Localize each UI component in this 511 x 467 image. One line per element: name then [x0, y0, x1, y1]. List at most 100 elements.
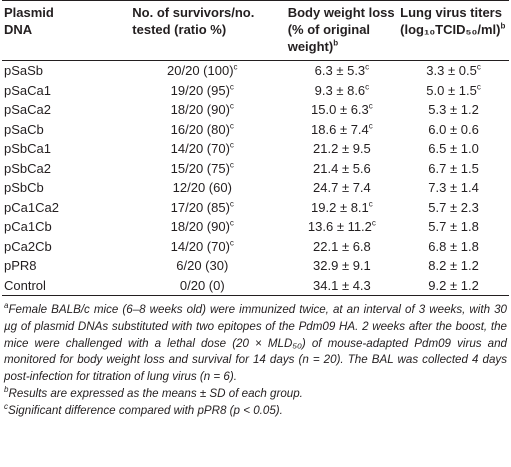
cell-text: 6/20 (30)	[176, 258, 229, 273]
table-row: pSaCb 16/20 (80)c 18.6 ± 7.4 c 6.0 ± 0.6	[2, 120, 509, 140]
table-cell: Control	[2, 276, 119, 296]
footnote-mark: a	[4, 301, 9, 311]
cell-text: pCa1Cb	[4, 219, 52, 234]
table-cell: 7.3 ± 1.4	[398, 178, 509, 198]
table-cell: 6.0 ± 0.6	[398, 120, 509, 140]
table-cell: pCa2Cb	[2, 237, 119, 257]
cell-text: 0/20 (0)	[179, 277, 225, 293]
cell-text: 6.0 ± 0.6	[428, 121, 479, 137]
cell-text: 19.2 ± 8.1	[311, 199, 369, 215]
superscript: c	[229, 101, 234, 111]
table-cell: 16/20 (80)c	[119, 120, 286, 140]
superscript: c	[368, 199, 373, 209]
superscript: c	[365, 62, 370, 72]
table-cell: 5.7 ± 2.3	[398, 198, 509, 218]
table-cell: 15/20 (75)c	[119, 159, 286, 179]
cell-text: pSaCa1	[4, 82, 51, 98]
footnote: bResults are expressed as the means ± SD…	[4, 386, 507, 403]
footnote: cSignificant difference compared with pP…	[4, 402, 507, 420]
cell-text: 15/20 (75)	[170, 160, 230, 176]
table-cell: 24.7 ± 7.4	[286, 178, 398, 198]
table-cell: 6.8 ± 1.8	[398, 237, 509, 257]
table-cell: 17/20 (85)c	[119, 198, 286, 218]
table-cell: 0/20 (0)	[119, 276, 286, 296]
cell-text: 17/20 (85)	[170, 199, 230, 215]
superscript: c	[229, 238, 234, 248]
cell-text: 9.3 ± 8.6	[314, 82, 366, 98]
header-text: Plasmid DNA	[4, 5, 54, 37]
cell-text: pSaCb	[4, 121, 44, 137]
cell-text: 5.3 ± 1.2	[428, 102, 479, 117]
superscript: b	[500, 21, 506, 31]
table-cell: 5.0 ± 1.5c	[398, 81, 509, 101]
table-cell: 18/20 (90)c	[119, 217, 286, 237]
table-cell: pCa1Cb	[2, 217, 119, 237]
footnote-text: Results are expressed as the means ± SD …	[8, 386, 303, 400]
cell-text: 5.7 ± 2.3	[428, 199, 479, 215]
table-cell: 32.9 ± 9.1	[286, 256, 398, 276]
header-wrap: Plasmid DNA	[4, 4, 64, 38]
table-row: pSaCa1 19/20 (95)c 9.3 ± 8.6c 5.0 ± 1.5c	[2, 81, 509, 101]
cell-text: 14/20 (70)	[170, 238, 230, 254]
table-cell: 9.3 ± 8.6c	[286, 81, 398, 101]
superscript: c	[229, 199, 234, 209]
cell-text: 6.3 ± 5.3	[314, 63, 366, 78]
table-cell: 6.5 ± 1.0	[398, 139, 509, 159]
table-cell: 5.3 ± 1.2	[398, 100, 509, 120]
cell-text: 21.4 ± 5.6	[313, 160, 371, 176]
table-cell: pSbCa2	[2, 159, 119, 179]
cell-text: 22.1 ± 6.8	[313, 238, 371, 254]
table-cell: 19.2 ± 8.1c	[286, 198, 398, 218]
column-header: Plasmid DNA	[2, 1, 119, 61]
table-row: pSaSb 20/20 (100)c 6.3 ± 5.3c 3.3 ± 0.5c	[2, 61, 509, 81]
superscript: c	[229, 160, 234, 170]
table-cell: 14/20 (70)c	[119, 237, 286, 257]
cell-text: 34.1 ± 4.3	[313, 277, 371, 293]
header-text: Lung virus titers (log₁₀TCID₅₀/ml)	[400, 5, 502, 37]
cell-text: 18.6 ± 7.4	[311, 121, 369, 137]
cell-text: pSbCb	[4, 180, 44, 195]
footnotes: aFemale BALB/c mice (6–8 weeks old) were…	[0, 296, 511, 420]
table-cell: 5.7 ± 1.8	[398, 217, 509, 237]
table-cell: pSaCa1	[2, 81, 119, 101]
cell-text: 3.3 ± 0.5	[426, 63, 477, 78]
table-cell: pCa1Ca2	[2, 198, 119, 218]
cell-text: pSbCa1	[4, 141, 51, 156]
cell-text: 24.7 ± 7.4	[313, 180, 371, 195]
cell-text: pSaCa2	[4, 102, 51, 117]
superscript: c	[476, 82, 481, 92]
table-body: pSaSb 20/20 (100)c 6.3 ± 5.3c 3.3 ± 0.5c pSa…	[2, 61, 509, 296]
table-cell: pSaCa2	[2, 100, 119, 120]
cell-text: pPR8	[4, 258, 37, 273]
cell-text: 13.6 ± 11.2	[307, 219, 372, 234]
table-row: Control 0/20 (0) 34.1 ± 4.3 9.2 ± 1.2	[2, 276, 509, 296]
superscript: c	[233, 62, 238, 72]
column-header: Body weight loss (% of original weight)b	[286, 1, 398, 61]
table-row: pPR8 6/20 (30) 32.9 ± 9.1 8.2 ± 1.2	[2, 256, 509, 276]
table-cell: 21.4 ± 5.6	[286, 159, 398, 179]
cell-text: 18/20 (90)	[170, 219, 230, 234]
footnote: aFemale BALB/c mice (6–8 weeks old) were…	[4, 302, 507, 386]
superscript: c	[365, 82, 370, 92]
table-cell: 21.2 ± 9.5	[286, 139, 398, 159]
table-cell: 9.2 ± 1.2	[398, 276, 509, 296]
table-cell: 3.3 ± 0.5c	[398, 61, 509, 81]
cell-text: 20/20 (100)	[167, 63, 234, 78]
table-cell: 13.6 ± 11.2c	[286, 217, 398, 237]
table-cell: 22.1 ± 6.8	[286, 237, 398, 257]
superscript: c	[229, 121, 234, 131]
table-cell: 15.0 ± 6.3c	[286, 100, 398, 120]
cell-text: 8.2 ± 1.2	[428, 258, 479, 273]
cell-text: 5.7 ± 1.8	[428, 219, 479, 234]
table-cell: pPR8	[2, 256, 119, 276]
column-header: Lung virus titers (log₁₀TCID₅₀/ml)b	[398, 1, 509, 61]
cell-text: pSaSb	[4, 63, 44, 78]
table-row: pCa1Ca2 17/20 (85)c 19.2 ± 8.1c 5.7 ± 2.3	[2, 198, 509, 218]
superscript: c	[229, 82, 234, 92]
cell-text: pCa2Cb	[4, 238, 52, 254]
footnote-text: Female BALB/c mice (6–8 weeks old) were …	[4, 303, 507, 384]
table-cell: 19/20 (95)c	[119, 81, 286, 101]
cell-text: 15.0 ± 6.3	[311, 102, 369, 117]
superscript: c	[229, 140, 234, 150]
